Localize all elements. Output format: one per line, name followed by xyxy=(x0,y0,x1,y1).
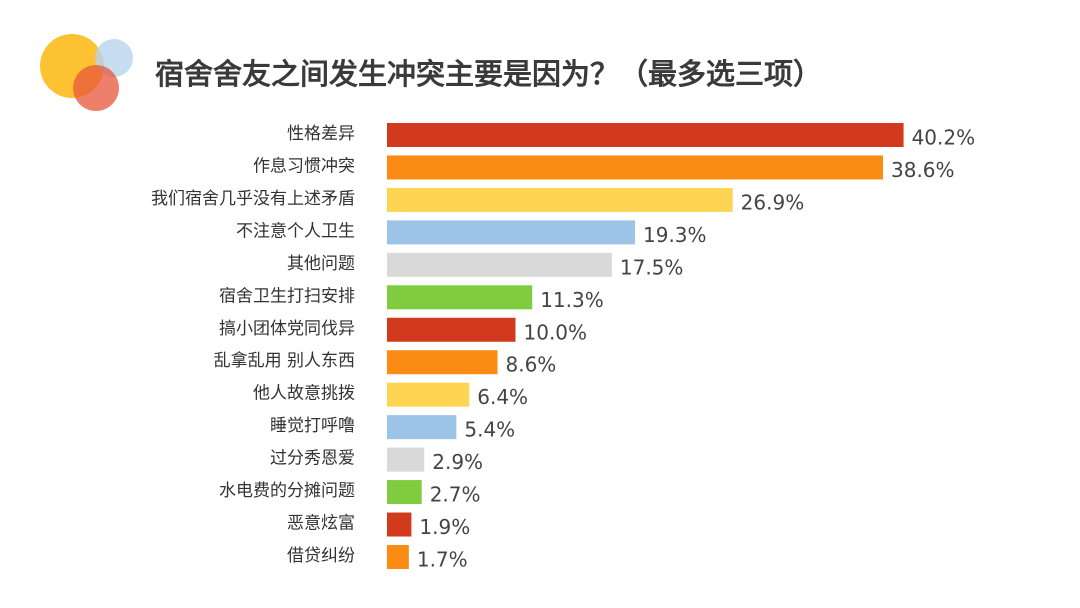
category-label: 他人故意挑拨 xyxy=(253,384,355,404)
bar xyxy=(387,123,904,147)
value-label: 10.0% xyxy=(524,320,588,344)
category-label: 作息习惯冲突 xyxy=(253,156,355,176)
category-label: 水电费的分摊问题 xyxy=(219,481,355,501)
category-label: 借贷纠纷 xyxy=(287,546,355,566)
bar xyxy=(387,220,636,245)
bar xyxy=(387,155,884,180)
decoration xyxy=(73,65,119,111)
value-label: 8.6% xyxy=(506,353,557,377)
bar xyxy=(387,317,516,342)
bar xyxy=(387,382,470,407)
value-label: 17.5% xyxy=(620,255,684,279)
category-label: 其他问题 xyxy=(287,254,355,274)
value-label: 6.4% xyxy=(477,385,528,409)
bar xyxy=(387,285,533,310)
category-label: 过分秀恩爱 xyxy=(270,449,355,469)
category-label: 睡觉打呼噜 xyxy=(270,416,355,436)
value-label: 26.9% xyxy=(741,190,805,214)
value-label: 11.3% xyxy=(540,288,604,312)
bar xyxy=(387,544,409,569)
category-label: 恶意炫富 xyxy=(287,514,355,534)
category-label: 乱拿乱用 别人东西 xyxy=(214,350,355,371)
bar xyxy=(387,415,457,440)
bar xyxy=(387,187,733,212)
value-label: 40.2% xyxy=(912,126,976,150)
bar xyxy=(387,350,498,375)
category-label: 性格差异 xyxy=(287,124,355,144)
value-label: 38.6% xyxy=(891,158,955,182)
value-label: 19.3% xyxy=(643,223,707,247)
category-label: 我们宿舍几乎没有上述矛盾 xyxy=(151,189,355,209)
value-label: 2.7% xyxy=(430,483,481,507)
bar xyxy=(387,447,425,472)
bar xyxy=(387,480,422,505)
value-label: 2.9% xyxy=(432,450,483,474)
chart-title: 宿舍舍友之间发生冲突主要是因为？（最多选三项） xyxy=(155,57,822,91)
bar xyxy=(387,512,412,537)
value-label: 5.4% xyxy=(464,418,515,442)
category-label: 不注意个人卫生 xyxy=(236,221,355,241)
value-label: 1.9% xyxy=(419,515,470,539)
bar xyxy=(387,252,612,277)
category-label: 搞小团体党同伐异 xyxy=(219,319,355,339)
category-label: 宿舍卫生打扫安排 xyxy=(219,286,355,306)
value-label: 1.7% xyxy=(417,547,468,571)
